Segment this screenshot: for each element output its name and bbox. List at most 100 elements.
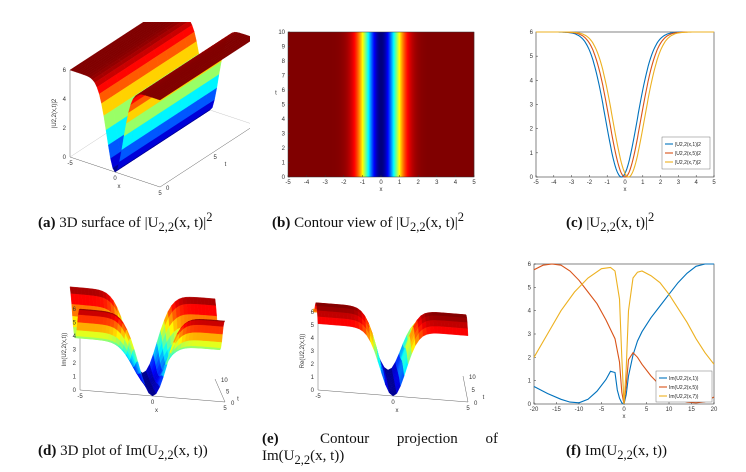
contour-band [400,32,402,177]
surface-patch [336,318,341,326]
contour-band [386,32,388,177]
surface-patch [440,315,445,322]
surface-patch [320,306,325,312]
surface-patch [324,311,330,318]
contour-band [371,32,373,177]
contour-band [443,32,445,177]
contour-band [424,32,426,177]
z-tick-label: 2 [311,362,315,368]
x-tick-label: 5 [472,180,476,186]
contour-band [398,32,400,177]
t-axis-line [214,378,226,403]
contour-band [446,32,448,177]
contour-band [367,32,369,177]
caption-d: (d) 3D plot of Im(U2,2(x, t)) [38,443,208,462]
surface-patch [350,313,356,321]
x-axis-label: x [396,408,399,414]
contour-band [429,32,431,177]
contour-band [435,32,437,177]
contour-band [423,32,425,177]
contour-band [363,32,365,177]
contour-band [414,32,416,177]
z-tick-label: 1 [73,375,77,381]
contour-band [310,32,312,177]
t-axis-line [462,375,469,403]
contour-band [320,32,322,177]
contour-band [407,32,409,177]
contour-band [421,32,423,177]
contour-band [362,32,364,177]
contour-band [307,32,309,177]
t-tick-label: 0 [166,186,170,192]
contour-band [294,32,296,177]
contour-band [394,32,396,177]
contour-band [331,32,333,177]
contour-band [389,32,391,177]
contour-band [472,32,474,177]
y-tick-label: 8 [282,59,286,65]
y-tick-label: 6 [282,88,286,94]
x-tick-label: 5 [466,406,470,412]
x-tick-label: -5 [315,394,321,400]
contour-band [438,32,440,177]
contour-band [456,32,458,177]
contour-band [425,32,427,177]
surface-patch [448,320,453,328]
y-tick-label: 4 [530,78,534,84]
x-tick-label: -5 [67,161,73,167]
surface-patch [343,318,349,327]
x-tick-label: -15 [552,407,561,413]
y-tick-label: 9 [282,45,286,51]
x-tick-label: -1 [360,180,366,186]
legend-label: |U2,2(x,7)|2 [675,160,701,166]
x-tick-label: 0 [623,180,627,186]
t-axis-label: t [225,162,227,168]
surface-patch [440,320,446,328]
x-tick-label: -2 [587,180,593,186]
contour-band [445,32,447,177]
x-tick-label: 3 [677,180,681,186]
surface-patch [444,316,449,322]
y-tick-label: 2 [282,146,286,152]
surface-patch [433,326,439,334]
y-tick-label: 7 [282,74,286,80]
surface-patch [217,333,223,343]
surface-patch [429,320,435,327]
surface-patch [157,92,170,101]
contour-band [378,32,380,177]
surface-patch [455,316,460,323]
chart-b: -5 -4 -3 -2 -1 0 1 2 3 4 5 0 1 2 3 4 5 6 7 8 9 10 x t [270,22,490,197]
contour-band [390,32,392,177]
contour-band [335,32,337,177]
contour-band [295,32,297,177]
contour-band [343,32,345,177]
contour-band [328,32,330,177]
chart-e: -5 0 5 0 5 10 0 1 2 3 4 5 6 x t Re(U2,2(x,t)) [268,255,498,420]
contour-band [404,32,406,177]
t-tick-label: 5 [214,155,218,161]
contour-band [431,32,433,177]
contour-band [369,32,371,177]
contour-band [304,32,306,177]
surface-patch [436,312,441,317]
x-axis-label: x [118,184,121,190]
contour-band [442,32,444,177]
x-tick-label: -4 [551,180,557,186]
surface-patch [451,316,457,323]
y-tick-label: 5 [282,103,286,109]
contour-band [473,32,475,177]
contour-band [452,32,454,177]
x-tick-label: 20 [711,407,718,413]
contour-band [426,32,428,177]
surface-patch [335,311,341,319]
t-tick-label: 5 [226,390,230,396]
surface-patch [320,310,326,318]
contour-band [334,32,336,177]
x-axis-label: x [624,187,627,193]
surface-patch [342,307,348,314]
x-tick-label: -3 [569,180,575,186]
x-tick-label: -2 [341,180,347,186]
contour-band [297,32,299,177]
surface-patch [321,316,326,325]
z-tick-label: 6 [311,310,315,316]
